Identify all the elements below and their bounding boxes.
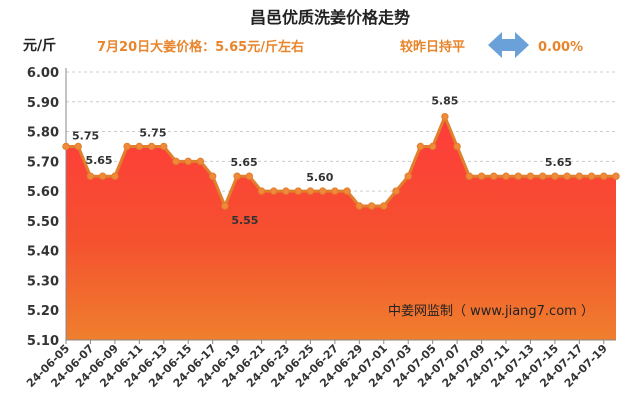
data-label: 5.55	[231, 214, 258, 227]
y-tick-label: 5.10	[27, 334, 59, 349]
data-point	[490, 172, 498, 180]
data-label: 5.65	[545, 156, 572, 169]
data-point	[184, 157, 192, 166]
data-point	[282, 187, 290, 195]
data-point	[380, 202, 388, 210]
data-label: 5.65	[231, 156, 258, 169]
y-tick-label: 5.50	[27, 215, 59, 230]
data-point	[111, 172, 119, 180]
y-tick-label: 5.20	[27, 304, 59, 319]
data-point	[392, 187, 400, 195]
x-axis-ticks: 24-06-0524-06-0724-06-0924-06-1124-06-13…	[24, 340, 610, 390]
data-point	[404, 172, 412, 180]
data-point	[575, 172, 584, 180]
data-point	[160, 142, 168, 151]
data-point	[62, 142, 70, 151]
data-point	[563, 172, 571, 180]
y-tick-label: 5.90	[27, 96, 59, 111]
axes	[65, 68, 616, 341]
data-point	[600, 172, 608, 180]
data-point	[98, 172, 107, 180]
change-value: 0.00%	[538, 40, 583, 55]
data-label: 5.85	[431, 95, 458, 108]
data-labels: 5.75 5.65 5.75 5.55 5.65 5.60 5.85 5.65	[72, 95, 572, 227]
y-tick-label: 5.80	[27, 126, 59, 141]
double-arrow-icon	[488, 32, 529, 58]
data-point	[147, 142, 156, 151]
data-point	[428, 142, 437, 151]
data-point	[465, 172, 474, 180]
series-line	[66, 115, 616, 208]
y-tick-label: 6.00	[27, 66, 59, 81]
data-point	[367, 202, 376, 210]
data-point	[612, 172, 620, 180]
data-point	[74, 142, 82, 151]
data-point	[453, 142, 461, 151]
data-point	[331, 187, 339, 195]
y-tick-label: 5.70	[27, 155, 59, 170]
data-point	[526, 172, 535, 180]
y-tick-label: 5.30	[27, 274, 59, 289]
data-point	[587, 172, 596, 180]
data-point	[196, 157, 205, 166]
data-point	[502, 172, 510, 180]
subtitle-price: 7月20日大姜价格：5.65元/斤左右	[97, 39, 304, 55]
y-axis-ticks: 6.00 5.90 5.80 5.70 5.60 5.50 5.40 5.30 5.20 5.10	[27, 66, 59, 349]
y-tick-label: 5.40	[27, 245, 59, 260]
price-series	[62, 112, 620, 210]
data-point	[208, 172, 217, 180]
data-point	[477, 172, 486, 180]
data-point	[233, 172, 241, 180]
data-point	[257, 187, 266, 195]
data-point	[135, 142, 144, 151]
data-point	[245, 172, 254, 180]
data-point	[416, 142, 425, 151]
data-point	[318, 187, 327, 195]
y-axis-unit: 元/斤	[23, 37, 56, 54]
area-shape	[66, 116, 616, 340]
data-point	[538, 172, 547, 180]
data-point	[441, 112, 449, 121]
data-point	[343, 187, 351, 195]
chart-title: 昌邑优质洗姜价格走势	[250, 8, 410, 27]
data-point	[221, 202, 229, 210]
data-point	[86, 172, 95, 180]
y-tick-label: 5.60	[27, 185, 59, 200]
area-fill	[66, 116, 616, 340]
data-point	[123, 142, 131, 151]
data-point	[551, 172, 559, 180]
data-point	[355, 202, 364, 210]
data-point	[172, 157, 180, 166]
data-point	[306, 187, 315, 195]
watermark: 中姜网监制（ www.jiang7.com ）	[388, 304, 594, 319]
change-label: 较昨日持平	[400, 39, 465, 55]
data-label: 5.75	[72, 129, 99, 142]
data-label: 5.75	[139, 126, 166, 139]
data-point	[270, 187, 278, 195]
data-point	[294, 187, 302, 195]
data-point	[514, 172, 522, 180]
data-label: 5.65	[85, 154, 112, 167]
data-label: 5.60	[306, 171, 333, 184]
